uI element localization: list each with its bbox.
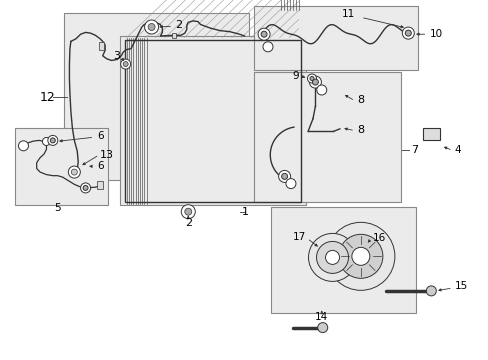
Circle shape [181, 205, 195, 219]
Circle shape [121, 59, 130, 69]
Circle shape [184, 208, 191, 215]
Circle shape [402, 27, 413, 39]
Circle shape [261, 31, 266, 37]
Circle shape [123, 62, 128, 67]
Bar [63, 13, 249, 180]
Circle shape [50, 138, 55, 143]
Circle shape [325, 251, 339, 264]
Bar [120, 36, 305, 205]
Circle shape [81, 183, 90, 193]
Text: 7: 7 [410, 145, 417, 156]
Text: 3: 3 [113, 51, 120, 61]
Text: 15: 15 [454, 281, 467, 291]
Circle shape [309, 76, 321, 88]
Text: 4: 4 [454, 145, 461, 156]
Circle shape [144, 20, 158, 34]
Bar [254, 6, 417, 70]
Text: 8: 8 [356, 125, 364, 135]
Text: 6: 6 [97, 131, 103, 141]
Circle shape [281, 174, 287, 179]
Circle shape [405, 30, 410, 36]
Circle shape [42, 138, 50, 145]
Text: 6: 6 [97, 161, 103, 171]
Circle shape [326, 222, 394, 290]
Text: 8: 8 [356, 95, 364, 105]
Bar [271, 207, 415, 313]
Text: 17: 17 [292, 232, 305, 242]
Text: 16: 16 [372, 233, 385, 243]
Circle shape [258, 28, 269, 40]
Circle shape [48, 135, 58, 145]
Circle shape [308, 233, 356, 282]
Circle shape [285, 179, 295, 189]
Circle shape [309, 76, 313, 81]
Circle shape [83, 185, 88, 190]
Text: 9: 9 [292, 71, 299, 81]
Circle shape [312, 79, 318, 85]
Bar [15, 128, 107, 205]
Bar [171, 33, 175, 38]
Text: 10: 10 [428, 29, 442, 39]
Bar [97, 181, 103, 189]
Circle shape [316, 242, 348, 273]
Circle shape [351, 247, 369, 265]
Circle shape [317, 323, 327, 333]
Text: 1: 1 [242, 207, 248, 217]
Text: 2: 2 [184, 218, 191, 228]
Circle shape [338, 234, 382, 278]
Circle shape [71, 169, 77, 175]
Circle shape [278, 170, 290, 183]
Circle shape [316, 85, 326, 95]
Circle shape [307, 74, 316, 83]
Circle shape [68, 166, 80, 178]
Text: 11: 11 [341, 9, 354, 19]
Bar [254, 72, 400, 202]
Circle shape [263, 42, 272, 52]
Circle shape [148, 23, 155, 31]
Circle shape [426, 286, 435, 296]
Bar [99, 42, 104, 50]
Text: 12: 12 [40, 91, 56, 104]
Circle shape [19, 141, 28, 151]
Bar [422, 128, 439, 140]
Text: 13: 13 [100, 150, 113, 160]
Text: 14: 14 [314, 312, 328, 322]
Text: 5: 5 [54, 203, 61, 213]
Text: 2: 2 [175, 20, 182, 30]
Bar [124, 40, 300, 202]
